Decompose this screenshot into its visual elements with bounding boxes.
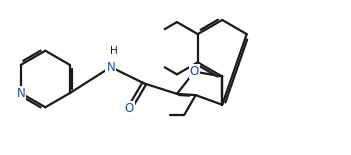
Text: O: O	[190, 65, 199, 78]
Text: N: N	[106, 61, 115, 74]
Text: N: N	[16, 87, 25, 100]
Text: H: H	[110, 46, 118, 56]
Text: O: O	[125, 102, 134, 115]
